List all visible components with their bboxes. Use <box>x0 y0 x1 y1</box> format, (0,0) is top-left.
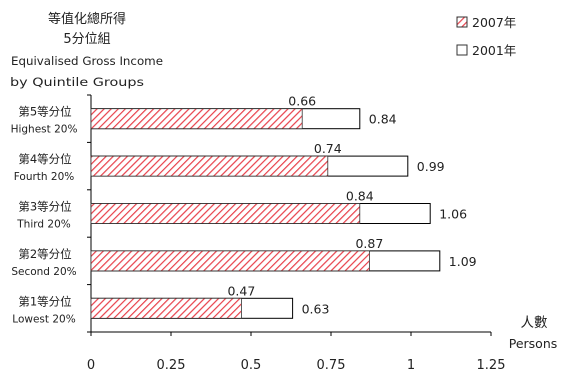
x-tick-label: 0.25 <box>157 358 186 370</box>
data-label-2001: 0.99 <box>417 159 445 174</box>
chart-title-en-line1: Equivalised Gross Income <box>11 54 163 68</box>
category-label-en: Third 20% <box>16 219 70 231</box>
x-axis-label-zh: 人數 <box>521 315 549 331</box>
category-label-en: Second 20% <box>11 266 76 278</box>
category-label-zh: 第1等分位 <box>18 294 71 308</box>
chart-title-zh-line1: 等值化總所得 <box>48 11 126 27</box>
data-label-2001: 1.06 <box>439 207 467 222</box>
data-label-2007: 0.87 <box>355 236 383 251</box>
legend: 2007年 2001年 <box>457 15 516 58</box>
x-axis-label-en: Persons <box>509 336 558 351</box>
data-label-2007: 0.74 <box>314 141 342 156</box>
category-label-en: Lowest 20% <box>12 313 75 325</box>
x-axis-ticks: 0 0.25 0.5 0.75 1 1.25 <box>87 332 506 370</box>
category-labels: 第5等分位 Highest 20% 第4等分位 Fourth 20% 第3等分位 Thir… <box>11 105 78 326</box>
legend-swatch-2007 <box>457 17 467 27</box>
x-tick-label: 0.75 <box>317 358 346 370</box>
data-label-2001: 1.09 <box>449 254 477 269</box>
data-label-2007: 0.66 <box>288 94 316 109</box>
bar-2007 <box>91 251 369 271</box>
category-label-en: Fourth 20% <box>14 171 75 183</box>
x-tick-label: 1 <box>407 358 415 370</box>
category-label-zh: 第2等分位 <box>18 247 71 261</box>
chart-title-zh-line2: 5分位組 <box>63 32 110 47</box>
bar-2007 <box>91 298 241 318</box>
x-tick-label: 0.5 <box>241 358 262 370</box>
bar-2007 <box>91 156 328 176</box>
bars: 0.66 0.84 0.74 0.99 0.84 1.06 0.87 1.09 0.47 0.63 <box>91 94 477 319</box>
data-label-2001: 0.63 <box>302 301 330 316</box>
x-tick-label: 1.25 <box>477 358 506 370</box>
legend-swatch-2001 <box>457 45 467 55</box>
category-label-zh: 第4等分位 <box>18 152 71 166</box>
legend-label-2007: 2007年 <box>472 15 516 30</box>
data-label-2007: 0.84 <box>346 189 374 204</box>
x-tick-label: 0 <box>87 358 95 370</box>
chart-title-en-line2: by Quintile Groups <box>10 75 144 89</box>
category-label-en: Highest 20% <box>11 124 78 136</box>
legend-label-2001: 2001年 <box>472 43 516 58</box>
category-label-zh: 第5等分位 <box>18 105 71 119</box>
data-label-2001: 0.84 <box>369 112 397 127</box>
data-label-2007: 0.47 <box>227 283 255 298</box>
category-label-zh: 第3等分位 <box>18 200 71 214</box>
bar-2007 <box>91 109 302 129</box>
y-axis-ticks <box>87 95 91 332</box>
bar-2007 <box>91 204 360 224</box>
